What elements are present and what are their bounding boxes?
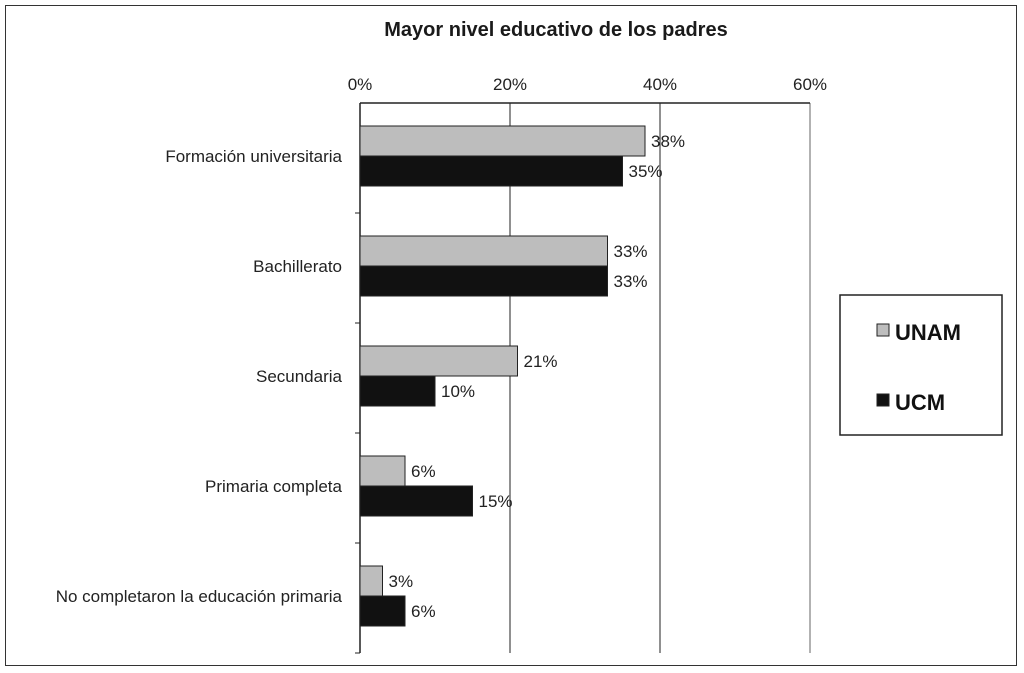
data-label: 6% [411, 602, 436, 621]
bar-ucm [359, 595, 406, 627]
bar-unam [359, 345, 518, 377]
x-tick-label: 60% [793, 75, 827, 94]
x-tick-label: 0% [348, 75, 373, 94]
category-label: Secundaria [256, 367, 343, 386]
data-label: 38% [651, 132, 685, 151]
legend-swatch-unam [876, 323, 890, 337]
bar-ucm [359, 485, 473, 517]
category-label: Formación universitaria [165, 147, 342, 166]
bar-unam [359, 565, 383, 597]
category-label: Bachillerato [253, 257, 342, 276]
bar-unam [359, 455, 406, 487]
data-label: 33% [614, 272, 648, 291]
legend-label-unam: UNAM [895, 320, 961, 345]
chart-title: Mayor nivel educativo de los padres [384, 19, 727, 41]
legend: UNAM UCM [839, 294, 1003, 436]
legend-label-ucm: UCM [895, 390, 945, 415]
category-label: Primaria completa [205, 477, 343, 496]
data-label: 33% [614, 242, 648, 261]
bar-unam [359, 125, 646, 157]
plot-area: 0% 20% 40% 60% 38% 35% Formación universitaria… [56, 75, 827, 654]
bar-unam [359, 235, 608, 267]
data-label: 15% [479, 492, 513, 511]
data-label: 3% [389, 572, 414, 591]
x-tick-label: 40% [643, 75, 677, 94]
x-tick-label: 20% [493, 75, 527, 94]
category-label: No completaron la educación primaria [56, 587, 343, 606]
bar-ucm [359, 375, 436, 407]
legend-swatch-ucm [876, 393, 890, 407]
legend-box [839, 294, 1003, 436]
bar-ucm [359, 155, 623, 187]
bar-ucm [359, 265, 608, 297]
data-label: 35% [629, 162, 663, 181]
data-label: 10% [441, 382, 475, 401]
data-label: 21% [524, 352, 558, 371]
data-label: 6% [411, 462, 436, 481]
